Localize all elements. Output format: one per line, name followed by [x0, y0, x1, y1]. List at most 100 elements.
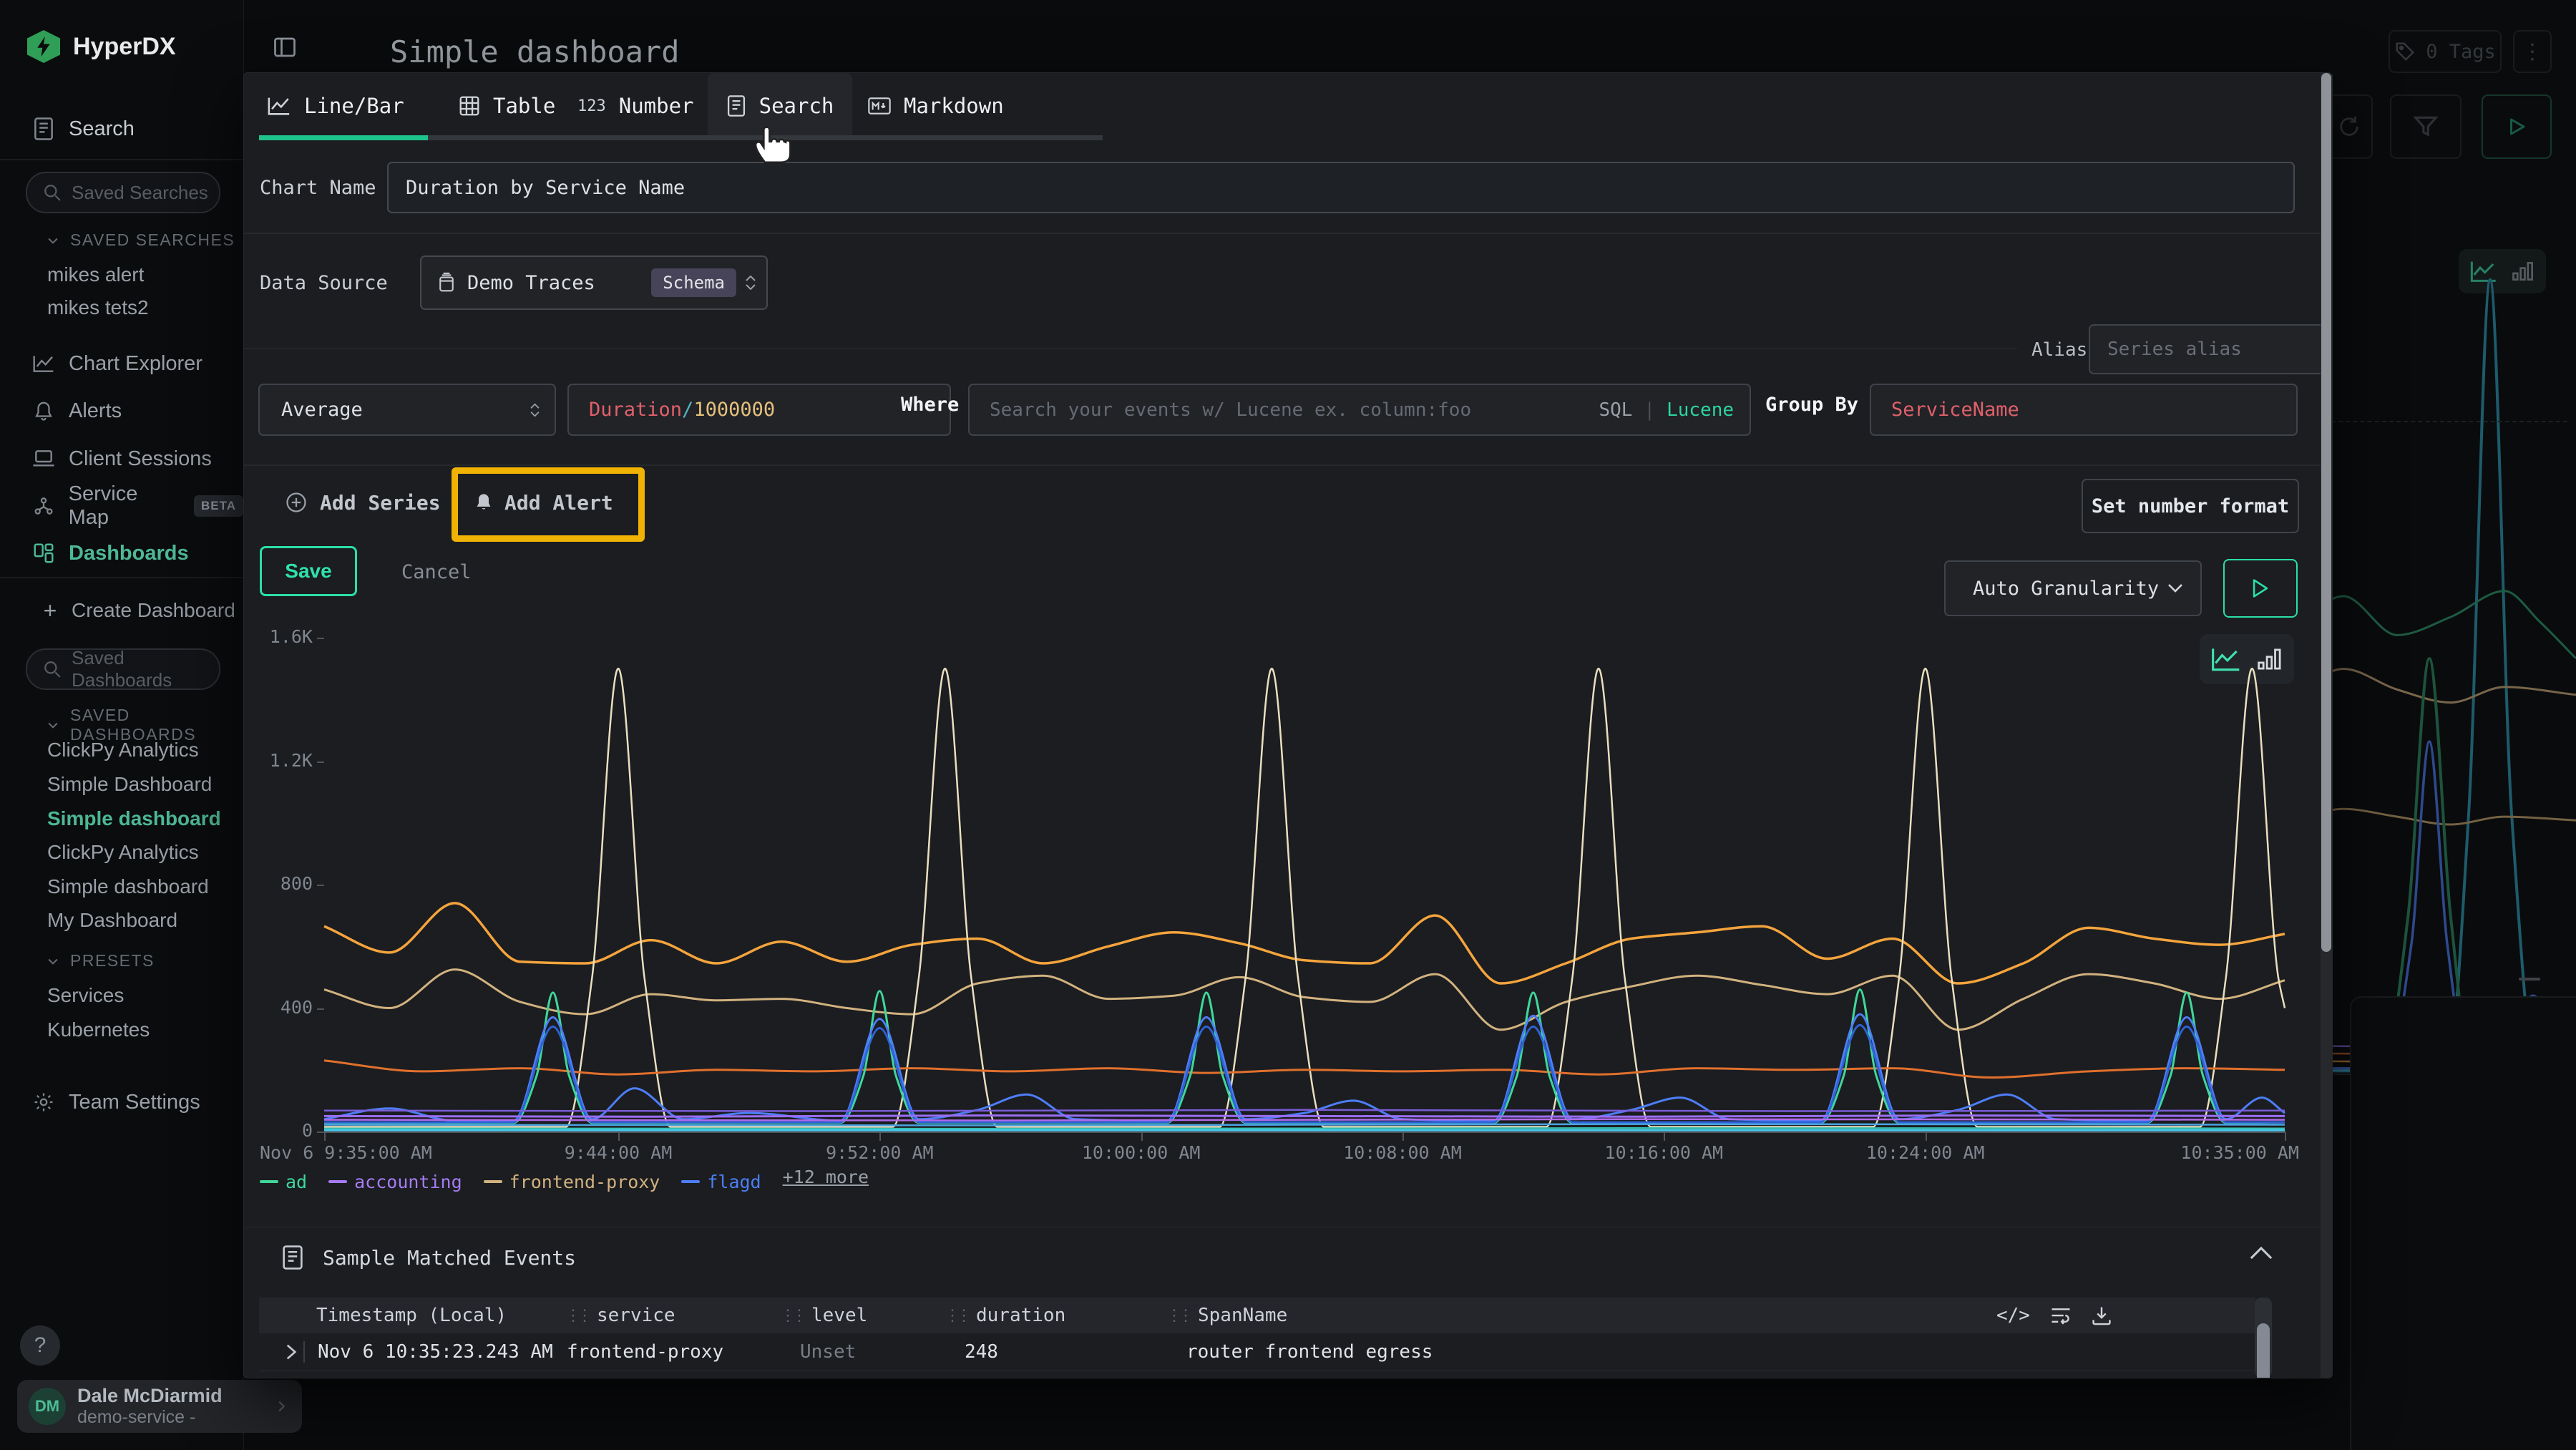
saved-dashboards-input[interactable]: Saved Dashboards	[26, 647, 220, 691]
legend-item-frontend-proxy[interactable]: frontend-proxy	[483, 1172, 660, 1192]
panel-resize-handle[interactable]	[2519, 978, 2540, 981]
series-accounting	[323, 1114, 2285, 1118]
tab-search[interactable]: Search	[708, 73, 852, 139]
dashboard-list-item-active[interactable]: Simple dashboard	[47, 807, 221, 829]
schema-badge[interactable]: Schema	[651, 268, 736, 297]
download-icon[interactable]	[2092, 1305, 2112, 1325]
dashboard-list-item[interactable]: Simple Dashboard	[47, 773, 213, 795]
bar-chart-icon[interactable]	[2512, 259, 2535, 283]
tab-line-bar[interactable]: Line/Bar	[267, 73, 430, 139]
sidebar-item-chart-explorer[interactable]: Chart Explorer	[0, 345, 243, 382]
cell-level: Unset	[800, 1341, 857, 1363]
run-query-button[interactable]	[2482, 94, 2552, 159]
run-chart-button[interactable]	[2223, 559, 2298, 618]
cancel-button[interactable]: Cancel	[401, 561, 472, 583]
presets-header[interactable]: PRESETS	[46, 951, 155, 970]
x-tick-mark	[618, 1132, 620, 1141]
sidebar-item-team-settings[interactable]: Team Settings	[0, 1084, 243, 1121]
create-dashboard-button[interactable]: + Create Dashboard	[0, 592, 243, 629]
line-chart-icon[interactable]	[2210, 646, 2242, 673]
field-expression-input[interactable]: Duration/1000000	[567, 384, 951, 436]
table-row[interactable]: Nov 6 10:35:23.243 AM frontend-proxy Uns…	[259, 1333, 2255, 1371]
col-level[interactable]: ⋮⋮ level	[780, 1305, 945, 1326]
preview-chart-toggle[interactable]	[2459, 249, 2546, 293]
table-row[interactable]: Nov 6 10:35:23.243 AM frontend-proxy Uns…	[259, 1371, 2255, 1378]
chart-name-input[interactable]	[387, 162, 2295, 213]
col-timestamp[interactable]: Timestamp (Local)	[316, 1305, 565, 1326]
add-series-button[interactable]: Add Series	[286, 485, 441, 520]
saved-search-item[interactable]: mikes tets2	[47, 296, 149, 318]
sample-events-header[interactable]: Sample Matched Events	[281, 1245, 576, 1270]
collapse-events-button[interactable]	[2249, 1245, 2273, 1261]
view-source-icon[interactable]: </>	[1996, 1305, 2030, 1326]
drag-handle-icon[interactable]: ⋮⋮	[780, 1306, 807, 1325]
drag-handle-icon[interactable]: ⋮⋮	[1166, 1306, 1194, 1325]
wrap-text-icon[interactable]	[2050, 1305, 2072, 1325]
legend-more-link[interactable]: +12 more	[782, 1167, 869, 1187]
sidebar-item-service-map[interactable]: Service Map BETA	[0, 482, 243, 529]
sidebar-item-client-sessions[interactable]: Client Sessions	[0, 440, 243, 477]
legend-item-accounting[interactable]: accounting	[328, 1172, 462, 1192]
preset-item[interactable]: Services	[47, 984, 125, 1006]
where-input[interactable]: Search your events w/ Lucene ex. column:…	[968, 384, 1751, 436]
legend-swatch	[328, 1180, 348, 1183]
legend-item-ad[interactable]: ad	[260, 1172, 307, 1192]
events-scrollbar[interactable]	[2255, 1298, 2272, 1378]
saved-search-item[interactable]: mikes alert	[47, 263, 145, 286]
chart-type-toggle[interactable]	[2200, 634, 2294, 684]
sidebar-collapse-icon[interactable]	[272, 34, 298, 60]
duration-chart[interactable]	[323, 638, 2286, 1132]
dashboard-list-item[interactable]: ClickPy Analytics	[47, 739, 199, 761]
help-button[interactable]: ?	[20, 1325, 60, 1366]
events-scrollbar-thumb[interactable]	[2257, 1323, 2270, 1378]
lucene-toggle[interactable]: Lucene	[1667, 399, 1734, 421]
modal-scrollbar[interactable]	[2321, 73, 2332, 1378]
expr-field: Duration	[589, 399, 683, 421]
saved-dashboards-header[interactable]: SAVED DASHBOARDS	[46, 706, 243, 744]
bar-chart-icon[interactable]	[2258, 646, 2283, 673]
filter-button[interactable]	[2390, 94, 2462, 159]
tab-table[interactable]: Table	[459, 73, 559, 139]
tab-markdown[interactable]: Markdown	[868, 73, 1017, 139]
expand-row-icon[interactable]	[285, 1343, 316, 1361]
col-spanname[interactable]: ⋮⋮ SpanName	[1166, 1305, 1996, 1326]
dashboard-list-item[interactable]: Simple dashboard	[47, 875, 209, 897]
save-button[interactable]: Save	[260, 546, 357, 596]
legend-item-flagd[interactable]: flagd	[681, 1172, 761, 1192]
add-series-label: Add Series	[320, 490, 441, 515]
saved-searches-input[interactable]: Saved Searches	[26, 172, 220, 213]
sidebar-item-search[interactable]: Search	[0, 110, 243, 147]
group-by-input[interactable]: ServiceName	[1870, 384, 2298, 436]
sidebar-item-dashboards[interactable]: Dashboards	[0, 535, 243, 572]
data-source-select[interactable]: Demo Traces Schema	[420, 256, 768, 310]
granularity-select[interactable]: Auto Granularity	[1944, 560, 2202, 616]
col-duration[interactable]: ⋮⋮ duration	[945, 1305, 1166, 1326]
preset-item[interactable]: Kubernetes	[47, 1018, 150, 1041]
sidebar-item-alerts[interactable]: Alerts	[0, 392, 243, 429]
user-card[interactable]: DM Dale McDiarmid demo-service -	[17, 1380, 302, 1433]
search-list-icon	[726, 95, 746, 117]
saved-searches-header[interactable]: SAVED SEARCHES	[46, 230, 235, 250]
dashboard-menu-button[interactable]: ⋮	[2513, 30, 2552, 73]
alias-input[interactable]	[2089, 324, 2332, 374]
aggregation-select[interactable]: Average	[258, 384, 556, 436]
tab-label: Markdown	[904, 94, 1004, 118]
y-tick-mark	[317, 885, 324, 886]
set-number-format-button[interactable]: Set number format	[2082, 479, 2299, 533]
line-chart-icon[interactable]	[2469, 259, 2498, 283]
sql-toggle[interactable]: SQL	[1599, 399, 1633, 421]
chevron-down-icon	[48, 958, 58, 965]
dashboard-list-item[interactable]: ClickPy Analytics	[47, 841, 199, 863]
add-alert-button[interactable]: Add Alert	[474, 485, 613, 520]
modal-scrollbar-thumb[interactable]	[2321, 73, 2331, 952]
tab-number[interactable]: 123 Number	[577, 73, 694, 139]
drag-handle-icon[interactable]: ⋮⋮	[945, 1306, 972, 1325]
drag-handle-icon[interactable]: ⋮⋮	[565, 1306, 592, 1325]
app-logo[interactable]: HyperDX	[27, 30, 176, 63]
group-by-value: ServiceName	[1891, 399, 2019, 421]
col-service[interactable]: ⋮⋮ service	[565, 1305, 780, 1326]
chevron-down-icon	[48, 722, 58, 729]
chart-editor-modal: Line/Bar Table 123 Number Search Markdow…	[243, 72, 2333, 1378]
tags-button[interactable]: 0 Tags	[2389, 30, 2502, 73]
dashboard-list-item[interactable]: My Dashboard	[47, 909, 178, 931]
